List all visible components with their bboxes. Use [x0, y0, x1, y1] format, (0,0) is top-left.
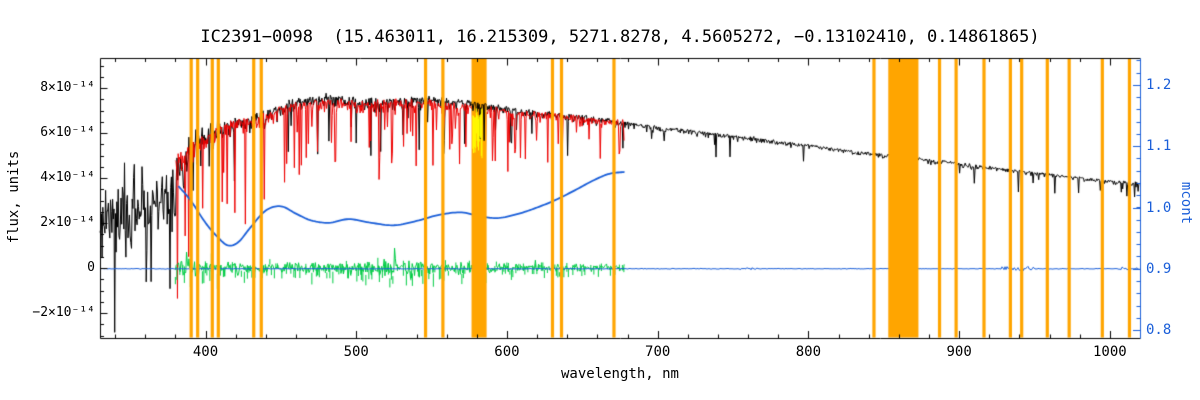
flux-tick-label: 0 [87, 260, 95, 275]
x-tick-label: 400 [192, 344, 219, 360]
flux-tick-label: 8×10⁻¹⁴ [40, 80, 95, 95]
x-axis-label: wavelength, nm [560, 366, 679, 382]
mcont-axis-label: mcont [1178, 181, 1194, 225]
x-tick-label: 700 [645, 344, 671, 360]
x-tick-label: 500 [343, 344, 369, 360]
mcont-tick-label: 1.2 [1146, 77, 1172, 93]
mcont-tick-label: 1.0 [1146, 199, 1172, 216]
flux-tick-label: 4×10⁻¹⁴ [40, 170, 95, 185]
x-tick-label: 600 [494, 344, 520, 360]
mcont-tick-label: 0.8 [1146, 322, 1172, 338]
mcont-tick-label: 0.9 [1146, 260, 1172, 277]
x-tick-label: 900 [946, 344, 972, 360]
flux-tick-label: 2×10⁻¹⁴ [40, 215, 95, 230]
flux-tick-label: 6×10⁻¹⁴ [40, 125, 95, 140]
x-tick-label: 1000 [1092, 344, 1127, 360]
plot-title: IC2391−0098 (15.463011, 16.215309, 5271.… [200, 27, 1040, 47]
mcont-tick-label: 1.1 [1146, 138, 1172, 155]
x-tick-label: 800 [795, 344, 822, 360]
flux-tick-label: −2×10⁻¹⁴ [32, 305, 95, 320]
